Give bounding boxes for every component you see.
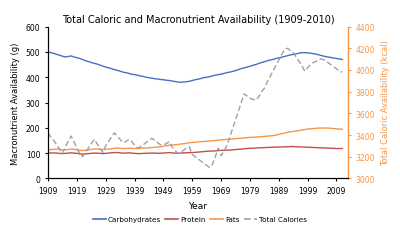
Legend: Carbohydrates, Protein, Fats, Total Calories: Carbohydrates, Protein, Fats, Total Calo… — [90, 214, 310, 225]
Title: Total Caloric and Macronutrient Availability (1909-2010): Total Caloric and Macronutrient Availabi… — [62, 15, 334, 25]
X-axis label: Year: Year — [188, 201, 208, 210]
Y-axis label: Total Caloric Availability (kcal): Total Caloric Availability (kcal) — [381, 40, 390, 166]
Y-axis label: Macronutrient Availability (g): Macronutrient Availability (g) — [11, 42, 20, 164]
